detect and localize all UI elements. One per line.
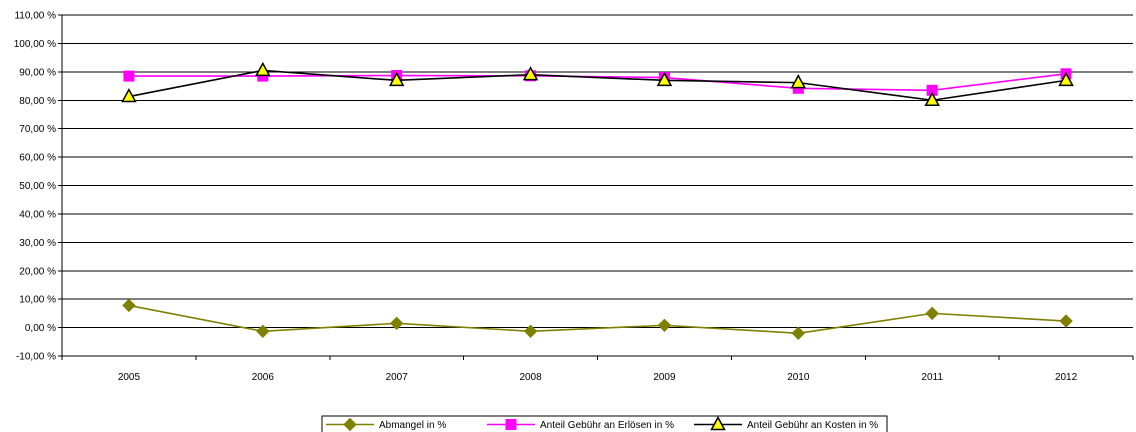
series-3 xyxy=(121,61,1074,106)
legend-entry: Anteil Gebühr an Erlösen in % xyxy=(487,419,674,431)
x-tick-label: 2007 xyxy=(386,372,409,383)
legend: Abmangel in % Anteil Gebühr an Erlösen in… xyxy=(321,415,888,432)
y-tick-label: -10,00 % xyxy=(16,352,56,363)
data-point xyxy=(389,316,404,331)
legend-label: Anteil Gebühr an Erlösen in % xyxy=(540,420,674,431)
legend-entry: Abmangel in % xyxy=(326,417,446,432)
x-tick-label: 2009 xyxy=(653,372,676,383)
x-axis-ticks: 2005 2006 2007 2008 2009 2010 2011 2012 xyxy=(61,356,1134,383)
data-point xyxy=(1059,314,1073,328)
gridlines xyxy=(62,14,1133,357)
data-point xyxy=(121,87,137,103)
series-line xyxy=(128,73,1067,92)
x-tick-label: 2006 xyxy=(252,372,275,383)
legend-marker xyxy=(343,417,357,432)
legend-label: Abmangel in % xyxy=(379,420,446,431)
y-tick-label: 90,00 % xyxy=(19,67,56,78)
legend-marker xyxy=(710,415,726,431)
x-tick-label: 2008 xyxy=(519,372,542,383)
data-point xyxy=(122,298,136,313)
data-point xyxy=(790,74,807,89)
series-line xyxy=(128,69,1067,102)
legend-label: Anteil Gebühr an Kosten in % xyxy=(747,420,878,431)
data-point xyxy=(656,71,673,87)
series-1 xyxy=(122,298,1073,340)
data-point xyxy=(388,71,405,87)
y-axis-ticks: -10,00 % 0,00 % 10,00 % 20,00 % 30,00 % 40,00… xyxy=(14,11,62,363)
x-tick-label: 2005 xyxy=(118,372,141,383)
data-point xyxy=(123,70,135,82)
y-tick-label: 70,00 % xyxy=(19,124,56,135)
data-point xyxy=(1058,71,1074,87)
y-tick-label: 40,00 % xyxy=(19,209,56,220)
legend-entry: Anteil Gebühr an Kosten in % xyxy=(694,415,878,431)
data-point xyxy=(657,318,672,333)
axes xyxy=(61,15,1133,357)
legend-box xyxy=(321,415,888,432)
x-tick-label: 2012 xyxy=(1055,372,1078,383)
series-line xyxy=(128,304,1067,335)
series-group xyxy=(121,61,1074,340)
y-tick-label: 50,00 % xyxy=(19,181,56,192)
data-point xyxy=(925,306,939,321)
data-point xyxy=(523,324,538,338)
y-tick-label: 60,00 % xyxy=(19,153,56,164)
data-point xyxy=(522,66,539,81)
data-point xyxy=(791,326,806,340)
y-tick-label: 100,00 % xyxy=(14,39,56,50)
y-tick-label: 0,00 % xyxy=(25,323,56,334)
data-point xyxy=(256,324,270,338)
y-tick-label: 110,00 % xyxy=(14,11,56,22)
y-tick-label: 10,00 % xyxy=(19,295,56,306)
x-tick-label: 2011 xyxy=(921,372,943,383)
data-point xyxy=(924,91,940,106)
y-tick-label: 30,00 % xyxy=(19,238,56,249)
y-tick-label: 80,00 % xyxy=(19,96,56,107)
y-tick-label: 20,00 % xyxy=(19,266,56,277)
legend-marker xyxy=(505,419,517,430)
data-point xyxy=(255,61,271,77)
x-tick-label: 2010 xyxy=(787,372,810,383)
